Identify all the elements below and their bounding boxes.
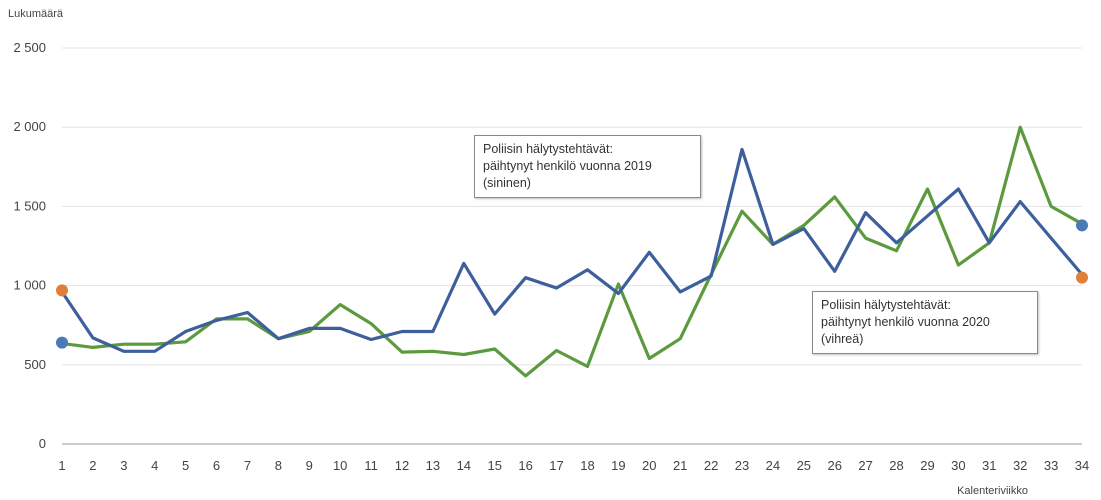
x-tick-label: 13 <box>426 458 440 473</box>
x-tick-label: 10 <box>333 458 347 473</box>
x-tick-label: 33 <box>1044 458 1058 473</box>
x-tick-label: 34 <box>1075 458 1089 473</box>
annotation-2020-line-1: Poliisin hälytystehtävät: <box>821 298 951 312</box>
x-tick-label: 15 <box>487 458 501 473</box>
series-markers <box>56 219 1088 349</box>
y-tick-label: 0 <box>39 436 46 451</box>
end-marker-2019 <box>1076 219 1088 232</box>
x-tick-label: 29 <box>920 458 934 473</box>
series-line-2020 <box>60 125 1084 378</box>
x-tick-label: 7 <box>244 458 251 473</box>
x-tick-label: 23 <box>735 458 749 473</box>
x-tick-label: 3 <box>120 458 127 473</box>
start-marker <box>56 336 68 349</box>
y-tick-label: 500 <box>24 357 46 372</box>
x-tick-label: 1 <box>58 458 65 473</box>
annotation-2020: Poliisin hälytystehtävät: päihtynyt henk… <box>812 291 1038 354</box>
x-tick-label: 5 <box>182 458 189 473</box>
annotation-2019-line-3: (sininen) <box>483 176 531 190</box>
annotation-2020-line-2: päihtynyt henkilö vuonna 2020 <box>821 315 990 329</box>
y-tick-label: 2 500 <box>13 40 46 55</box>
x-tick-label: 11 <box>364 458 378 473</box>
x-tick-label: 8 <box>275 458 282 473</box>
x-tick-label: 2 <box>89 458 96 473</box>
x-tick-label: 24 <box>766 458 780 473</box>
x-tick-label: 14 <box>457 458 471 473</box>
x-tick-label: 12 <box>395 458 409 473</box>
series-lines <box>60 125 1084 378</box>
x-tick-label: 22 <box>704 458 718 473</box>
x-tick-label: 16 <box>518 458 532 473</box>
x-tick-label: 32 <box>1013 458 1027 473</box>
x-axis-label: Kalenteriviikko <box>957 485 1028 497</box>
annotation-2019-line-2: päihtynyt henkilö vuonna 2019 <box>483 159 652 173</box>
annotation-2019-line-1: Poliisin hälytystehtävät: <box>483 142 613 156</box>
x-tick-label: 20 <box>642 458 656 473</box>
y-tick-label: 1 500 <box>13 198 46 213</box>
annotation-2019: Poliisin hälytystehtävät: päihtynyt henk… <box>474 135 701 198</box>
annotation-2020-line-3: (vihreä) <box>821 332 864 346</box>
x-tick-label: 18 <box>580 458 594 473</box>
x-axis: 1 2 3 4 5 6 7 8 9 10 11 12 13 14 15 16 17 18 19 20 21 22 23 24 2… <box>58 443 1089 473</box>
x-tick-label: 19 <box>611 458 625 473</box>
y-axis-label: Lukumäärä <box>8 8 64 20</box>
y-axis: 0 500 1 000 1 500 2 000 2 500 <box>13 40 46 451</box>
x-tick-label: 9 <box>306 458 313 473</box>
x-tick-label: 17 <box>549 458 563 473</box>
x-tick-label: 26 <box>827 458 841 473</box>
x-tick-label: 4 <box>151 458 158 473</box>
end-marker-2020 <box>1076 271 1088 284</box>
x-tick-label: 28 <box>889 458 903 473</box>
x-tick-label: 6 <box>213 458 220 473</box>
y-tick-label: 2 000 <box>13 119 46 134</box>
y-tick-label: 1 000 <box>13 278 46 293</box>
x-tick-label: 27 <box>858 458 872 473</box>
x-tick-label: 25 <box>797 458 811 473</box>
gridlines <box>62 47 1082 366</box>
x-tick-label: 31 <box>982 458 996 473</box>
x-tick-label: 21 <box>673 458 687 473</box>
start-marker <box>56 284 68 297</box>
x-tick-label: 30 <box>951 458 965 473</box>
series-line-2019 <box>60 147 1084 353</box>
